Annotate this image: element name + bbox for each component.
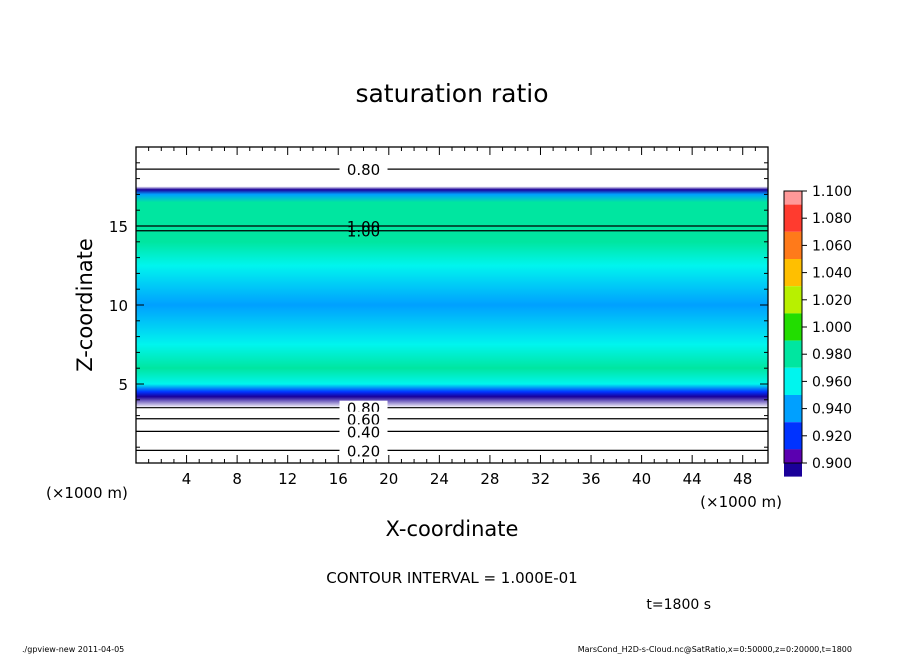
time-text: t=1800 s: [646, 597, 711, 613]
x-tick-label: 44: [683, 470, 702, 488]
colorbar-swatch: [784, 422, 802, 450]
colorbar-label: 1.020: [812, 293, 852, 309]
colorbar-swatch: [784, 340, 802, 368]
contour-label-bg: [339, 411, 388, 426]
contour-label-bg: [339, 162, 388, 177]
x-unit-left: (×1000 m): [46, 484, 128, 502]
contour-label: 0.40: [347, 423, 380, 441]
x-axis-label: X-coordinate: [386, 517, 519, 541]
x-tick-label: 20: [379, 470, 398, 488]
contour-label-bg: [339, 443, 388, 458]
x-tick-label: 4: [182, 470, 192, 488]
colorbar-swatch: [784, 286, 802, 314]
y-ticks: 5 10 15: [109, 162, 768, 448]
y-axis-label: Z-coordinate: [73, 238, 97, 372]
contour-label: 0.80: [347, 161, 380, 179]
colorbar-swatch: [784, 449, 802, 463]
x-ticks: 4 8 12 16 20 24 28 32 36 40 44 48: [148, 147, 756, 488]
contour-lines: 0.801.001.000.800.600.400.20: [136, 161, 768, 460]
contour-label-bg: [339, 424, 388, 439]
colorbar-label: 1.000: [812, 320, 852, 336]
plot-area: 0.801.001.000.800.600.400.20 48121620242…: [109, 146, 769, 488]
contour-label: 0.20: [347, 442, 380, 460]
colorbar-label: 0.900: [812, 456, 852, 472]
contour-label-bg: [339, 400, 388, 415]
colorbar-swatch: [784, 367, 802, 395]
x-tick-label: 40: [632, 470, 651, 488]
contour-label: 1.00: [347, 223, 380, 241]
contour-interval-text: CONTOUR INTERVAL = 1.000E-01: [326, 569, 577, 587]
x-tick-label: 16: [329, 470, 348, 488]
colorbar-label: 0.960: [812, 374, 852, 390]
x-tick-label: 12: [278, 470, 297, 488]
colorbar: 1.100 1.080 1.060 1.040 1.020 1.000 0.980 0.960…: [783, 184, 852, 477]
x-tick-label: 8: [232, 470, 242, 488]
colorbar-label: 0.920: [812, 429, 852, 445]
colorbar-label: 1.100: [812, 184, 852, 200]
colorbar-label: 1.040: [812, 266, 852, 282]
x-tick-label: 36: [581, 470, 600, 488]
contour-label: 1.00: [347, 218, 380, 236]
colorbar-swatch: [784, 204, 802, 232]
chart-title: saturation ratio: [355, 79, 548, 108]
y-tick-label: 10: [109, 297, 128, 315]
colorbar-swatch: [784, 231, 802, 259]
x-tick-label: 28: [480, 470, 499, 488]
colorbar-swatch: [784, 191, 802, 205]
footer-left: ./gpview-new 2011-04-05: [22, 645, 124, 654]
x-tick-label: 32: [531, 470, 550, 488]
colorbar-label: 0.980: [812, 347, 852, 363]
x-tick-label: 48: [733, 470, 752, 488]
contour-label: 0.60: [347, 411, 380, 429]
colorbar-swatch: [784, 395, 802, 423]
colorbar-label: 0.940: [812, 402, 852, 418]
footer-right: MarsCond_H2D-s-Cloud.nc@SatRatio,x=0:500…: [578, 645, 852, 654]
colorbar-label: 1.060: [812, 238, 852, 254]
saturation-field: [136, 147, 768, 463]
colorbar-swatch: [784, 259, 802, 287]
y-tick-label: 15: [109, 218, 128, 236]
colorbar-label: 1.080: [812, 211, 852, 227]
x-unit-right: (×1000 m): [700, 493, 782, 511]
y-tick-label: 5: [118, 376, 128, 394]
x-tick-label: 24: [430, 470, 449, 488]
colorbar-swatch: [784, 313, 802, 341]
